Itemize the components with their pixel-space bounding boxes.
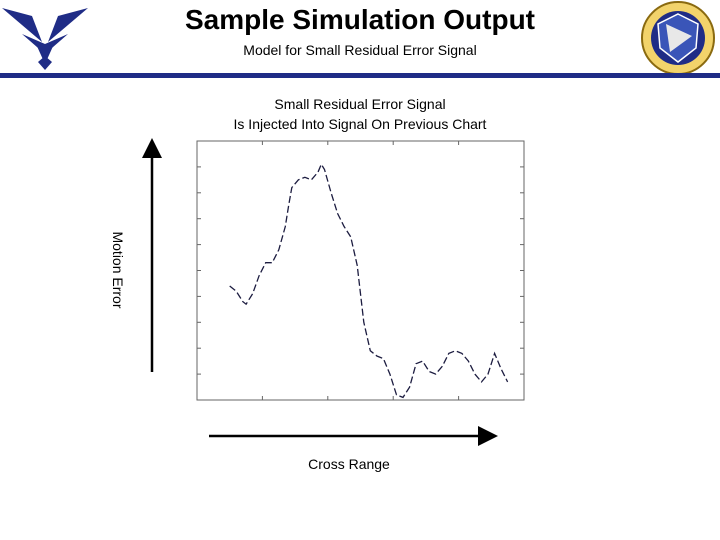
diamond-shape (38, 56, 52, 70)
header-rule (0, 73, 720, 78)
chart-title: Small Residual Error Signal Is Injected … (0, 94, 720, 134)
emblem-arrow (666, 24, 692, 52)
wing-chevron-shape (22, 34, 68, 54)
series-line-residual-error (229, 162, 509, 399)
chart-title-line-1: Small Residual Error Signal (274, 96, 446, 112)
air-force-logo-icon (2, 8, 88, 70)
y-axis-label: Motion Error (110, 231, 126, 309)
right-wing-shape (48, 8, 88, 42)
page-subtitle: Model for Small Residual Error Signal (243, 42, 477, 58)
page-title: Sample Simulation Output (184, 4, 535, 35)
left-wing-shape (2, 8, 42, 42)
star-shape (36, 44, 54, 64)
chart-title-line-2: Is Injected Into Signal On Previous Char… (233, 116, 487, 132)
axis-ticks (197, 141, 524, 400)
plot-frame (196, 140, 525, 401)
afrl-shield-emblem-icon (641, 1, 715, 75)
x-axis-label: Cross Range (308, 456, 390, 472)
